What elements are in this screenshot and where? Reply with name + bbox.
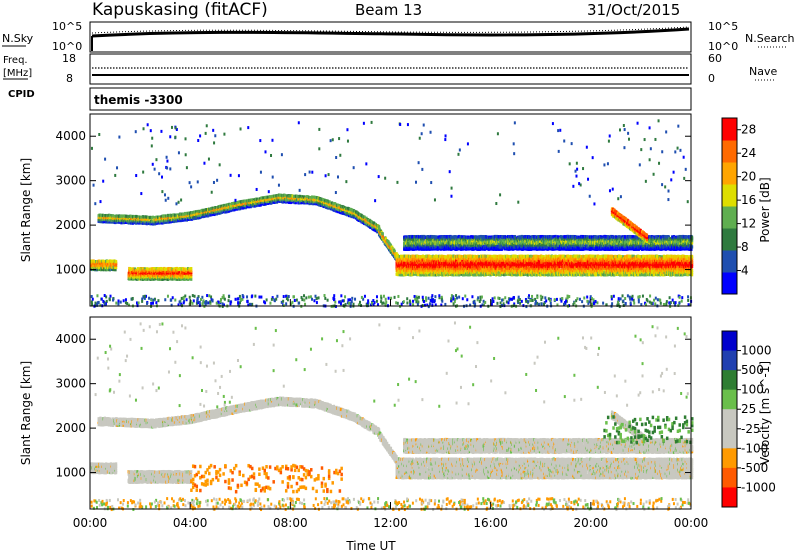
freq-unit: [MHz] [3, 68, 32, 79]
noise-right-tick-top: 10^5 [708, 20, 738, 33]
cpid-panel: themis -3300 [90, 88, 691, 110]
nsky-trace [92, 29, 689, 36]
noise-left-tick-top: 10^5 [52, 20, 82, 33]
cpid-value: themis -3300 [94, 93, 183, 107]
beam-title: Beam 13 [355, 1, 422, 19]
cpid-label: CPID [8, 89, 35, 100]
freq-left-tick-bottom: 8 [66, 72, 73, 85]
freq-right-tick-top: 60 [708, 52, 722, 65]
freq-left-tick-top: 18 [62, 52, 76, 65]
scatter-cell [115, 260, 117, 263]
station-title: Kapuskasing (fitACF) [92, 0, 268, 20]
scatter-cell [382, 232, 384, 235]
freq-right-tick-bottom: 0 [708, 72, 715, 85]
nsky-label: N.Sky [2, 32, 34, 45]
scatter-cell [329, 200, 331, 203]
noise-panel: N.Sky 10^5 10^0 10^5 10^0 N.Search [2, 20, 795, 53]
nsearch-label: N.Search [745, 32, 795, 45]
freq-label: Freq. [3, 55, 28, 66]
nave-label: Nave [749, 65, 777, 78]
date-title: 31/Oct/2015 [587, 1, 680, 19]
